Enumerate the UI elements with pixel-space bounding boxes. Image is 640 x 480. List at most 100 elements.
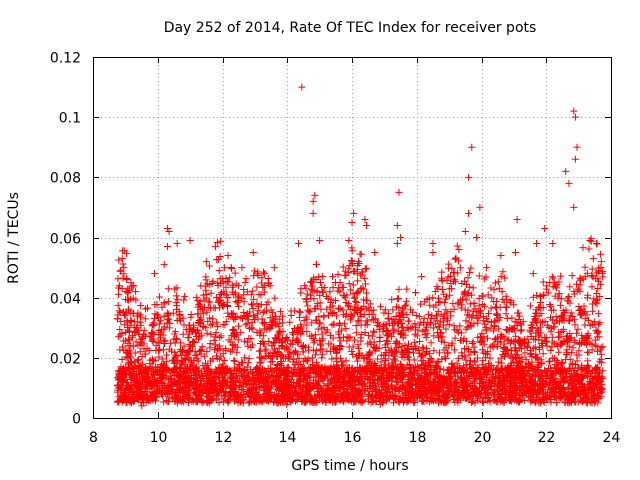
data-point [182, 326, 190, 334]
data-point [389, 374, 397, 382]
data-point [272, 394, 280, 402]
data-point [467, 399, 475, 407]
data-point [581, 314, 589, 322]
data-point [497, 354, 505, 362]
data-point [271, 294, 279, 302]
data-point [418, 369, 426, 377]
data-point [186, 321, 194, 329]
data-point [560, 376, 568, 384]
data-point [484, 348, 492, 356]
data-point [598, 385, 606, 393]
data-point [468, 339, 476, 347]
data-point [308, 396, 316, 403]
data-point [217, 352, 225, 360]
data-point [268, 322, 276, 330]
data-point [262, 376, 270, 384]
data-point [254, 302, 262, 310]
data-point [263, 325, 271, 333]
data-point [452, 278, 460, 286]
data-point [234, 392, 242, 400]
data-point [369, 327, 377, 335]
data-point [508, 347, 516, 355]
data-point [568, 272, 576, 280]
data-point [380, 309, 388, 317]
data-point [588, 307, 596, 315]
data-point [118, 254, 126, 262]
data-point [456, 296, 464, 304]
data-point [520, 397, 528, 405]
data-point [197, 350, 205, 358]
data-point [313, 358, 321, 366]
data-point [524, 359, 532, 367]
data-point [442, 399, 450, 407]
data-point [557, 295, 565, 303]
data-point [595, 310, 603, 318]
data-point [334, 305, 342, 313]
data-point [247, 300, 255, 308]
data-point [402, 301, 410, 309]
data-point [138, 402, 146, 410]
data-point [453, 326, 461, 334]
data-point [135, 378, 143, 386]
data-point [175, 311, 183, 319]
data-point [511, 338, 519, 346]
data-point [407, 306, 415, 314]
data-point [403, 297, 411, 305]
data-point [518, 339, 526, 347]
data-point [335, 334, 343, 342]
data-point [274, 320, 282, 328]
data-point [517, 390, 525, 398]
data-point [478, 329, 486, 337]
data-point [412, 345, 420, 353]
data-point [249, 325, 257, 333]
data-point [449, 364, 457, 372]
data-point [373, 343, 381, 351]
data-point [477, 333, 485, 341]
data-point [235, 302, 243, 310]
data-point [134, 309, 142, 317]
data-point [164, 298, 172, 306]
data-point [465, 209, 473, 217]
data-point [507, 337, 515, 345]
data-point [149, 338, 157, 345]
data-point [514, 383, 522, 391]
data-point [369, 398, 377, 406]
data-point [371, 360, 379, 368]
data-point [323, 326, 331, 334]
data-point [543, 368, 551, 376]
data-point [162, 397, 170, 405]
data-point [570, 203, 578, 211]
data-point [222, 318, 230, 326]
data-point [377, 391, 385, 399]
data-point [565, 293, 573, 301]
data-point [188, 362, 196, 370]
data-point [199, 291, 207, 299]
data-point [133, 357, 141, 365]
data-point [564, 297, 572, 305]
data-point [573, 143, 581, 151]
data-point [446, 291, 454, 299]
data-point [190, 375, 198, 383]
data-point [578, 397, 586, 405]
data-point [279, 312, 287, 320]
data-point [303, 328, 311, 336]
data-point [165, 315, 173, 323]
data-point [271, 313, 279, 321]
data-point [114, 382, 122, 390]
data-point [345, 334, 353, 342]
data-point [262, 345, 270, 353]
data-point [127, 353, 135, 361]
data-point [261, 340, 269, 348]
data-point [217, 237, 225, 245]
data-point [219, 360, 227, 368]
data-point [125, 327, 133, 335]
data-point [393, 343, 401, 351]
data-point [331, 297, 339, 305]
data-point [571, 113, 579, 121]
data-point [218, 395, 226, 403]
data-point [212, 329, 220, 337]
data-point [599, 268, 607, 276]
data-point [165, 345, 173, 353]
data-point [441, 299, 449, 307]
data-point [360, 302, 368, 310]
